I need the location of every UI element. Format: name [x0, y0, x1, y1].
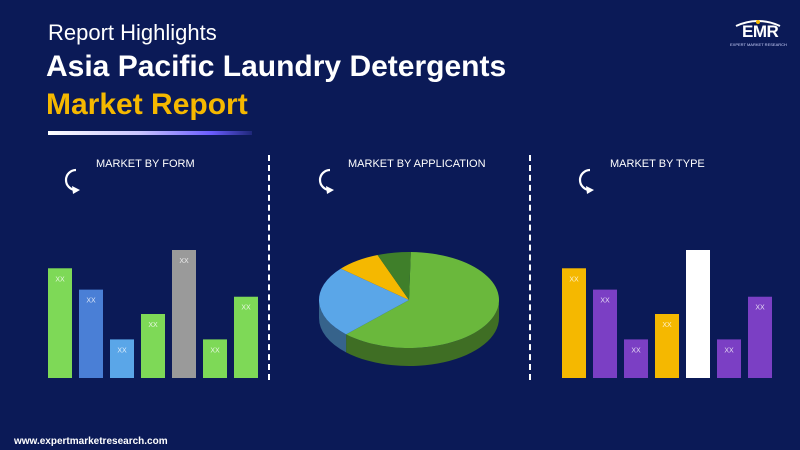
bar	[172, 250, 196, 378]
section-label-form: MARKET BY FORM	[96, 158, 195, 170]
bar-data-label: XX	[693, 258, 703, 265]
section-divider	[529, 155, 531, 380]
footer-url[interactable]: www.expertmarketresearch.com	[14, 436, 168, 447]
section-label-application: MARKET BY APPLICATION	[348, 158, 486, 170]
bar	[48, 268, 72, 378]
bar	[624, 339, 648, 378]
bar-data-label: XX	[241, 305, 251, 312]
bar	[562, 268, 586, 378]
refresh-icon	[318, 168, 334, 194]
bar-data-label: XX	[210, 347, 220, 354]
bar-data-label: XX	[569, 276, 579, 283]
bar	[686, 250, 710, 378]
bar	[79, 289, 103, 378]
bar-data-label: XX	[755, 305, 765, 312]
refresh-icon	[578, 168, 594, 194]
pie-slice	[340, 255, 409, 300]
bar-data-label: XX	[179, 258, 189, 265]
bar-data-label: XX	[117, 347, 127, 354]
refresh-icon	[64, 168, 80, 194]
bar	[110, 339, 134, 378]
bar	[234, 296, 258, 378]
section-label-type: MARKET BY TYPE	[610, 158, 705, 170]
logo-tagline: EXPERT MARKET RESEARCH	[730, 42, 787, 47]
bar	[141, 314, 165, 378]
pie-slice	[346, 252, 499, 348]
report-eyebrow: Report Highlights	[48, 20, 217, 45]
bar	[748, 296, 772, 378]
pie-slice	[377, 252, 411, 300]
bar	[203, 339, 227, 378]
logo-text: EMR	[742, 22, 779, 41]
bar-data-label: XX	[86, 298, 96, 305]
section-divider	[268, 155, 270, 380]
bar-data-label: XX	[662, 322, 672, 329]
emr-logo-icon	[735, 20, 781, 27]
bar-chart-type: XX XX XX XX XX XX XX	[562, 250, 772, 378]
page-title: Asia Pacific Laundry Detergents	[46, 50, 507, 83]
bar-data-label: XX	[148, 322, 158, 329]
bar	[655, 314, 679, 378]
bar-data-label: XX	[55, 276, 65, 283]
title-underline	[48, 131, 252, 135]
pie-slice	[319, 268, 409, 335]
bar-data-label: XX	[600, 298, 610, 305]
bar	[717, 339, 741, 378]
bar-chart-form: XX XX XX XX XX XX XX	[48, 250, 258, 378]
page-title-highlight: Market Report	[46, 88, 248, 121]
bar-data-label: XX	[631, 347, 641, 354]
bar-data-label: XX	[724, 347, 734, 354]
pie-chart-application	[319, 252, 499, 366]
bar	[593, 289, 617, 378]
pie-slice-side	[319, 300, 347, 353]
pie-slice-side	[346, 300, 499, 366]
